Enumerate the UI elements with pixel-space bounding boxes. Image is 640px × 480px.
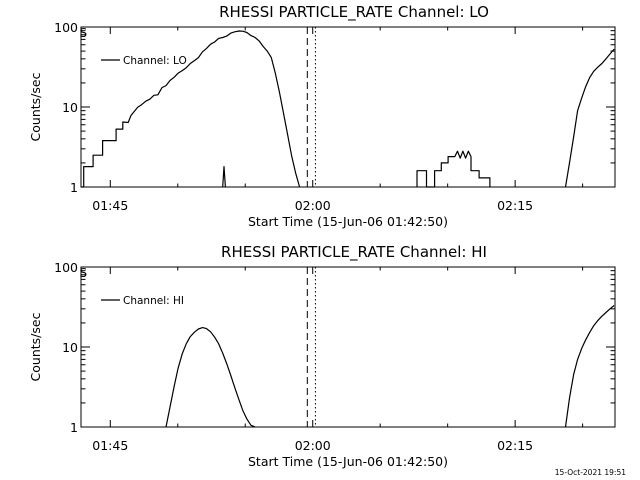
chart-title: RHESSI PARTICLE_RATE Channel: LO (219, 3, 489, 22)
x-tick-label: 01:45 (92, 198, 128, 213)
y-tick-label: 1 (70, 420, 78, 435)
y-tick-label: 100 (54, 20, 78, 35)
chart-panel-1: RHESSI PARTICLE_RATE Channel: HI 01:45 02:… (28, 243, 616, 469)
x-tick-label: 01:45 (92, 438, 128, 453)
series-line (564, 305, 615, 428)
legend-entry: Channel: LO (123, 55, 187, 67)
y-tick-label: 100 (54, 260, 78, 275)
series-line (416, 150, 491, 188)
x-tick-label: 02:00 (295, 438, 331, 453)
event-marker-label: S (79, 266, 87, 280)
y-tick-label: 10 (62, 100, 78, 115)
y-tick-label: 10 (62, 340, 78, 355)
chart-title: RHESSI PARTICLE_RATE Channel: HI (221, 243, 487, 262)
series-line (564, 48, 615, 188)
x-axis-label: Start Time (15-Jun-06 01:42:50) (248, 214, 448, 229)
series-line (165, 327, 256, 428)
legend-entry: Channel: HI (123, 295, 184, 307)
chart-panel-0: RHESSI PARTICLE_RATE Channel: LO 01:45 02:… (28, 3, 616, 229)
x-tick-label: 02:15 (497, 198, 533, 213)
y-axis-label: Counts/sec (28, 312, 43, 381)
plot-frame (80, 26, 616, 188)
footer-timestamp: 15-Oct-2021 19:51 (554, 468, 626, 477)
x-axis-label: Start Time (15-Jun-06 01:42:50) (248, 454, 448, 469)
plot-frame (80, 266, 616, 428)
x-tick-label: 02:15 (497, 438, 533, 453)
x-tick-label: 02:00 (295, 198, 331, 213)
event-marker-label: S (79, 26, 87, 40)
series-line (222, 166, 226, 188)
y-axis-label: Counts/sec (28, 72, 43, 141)
y-tick-label: 1 (70, 180, 78, 195)
series-line (81, 30, 301, 188)
